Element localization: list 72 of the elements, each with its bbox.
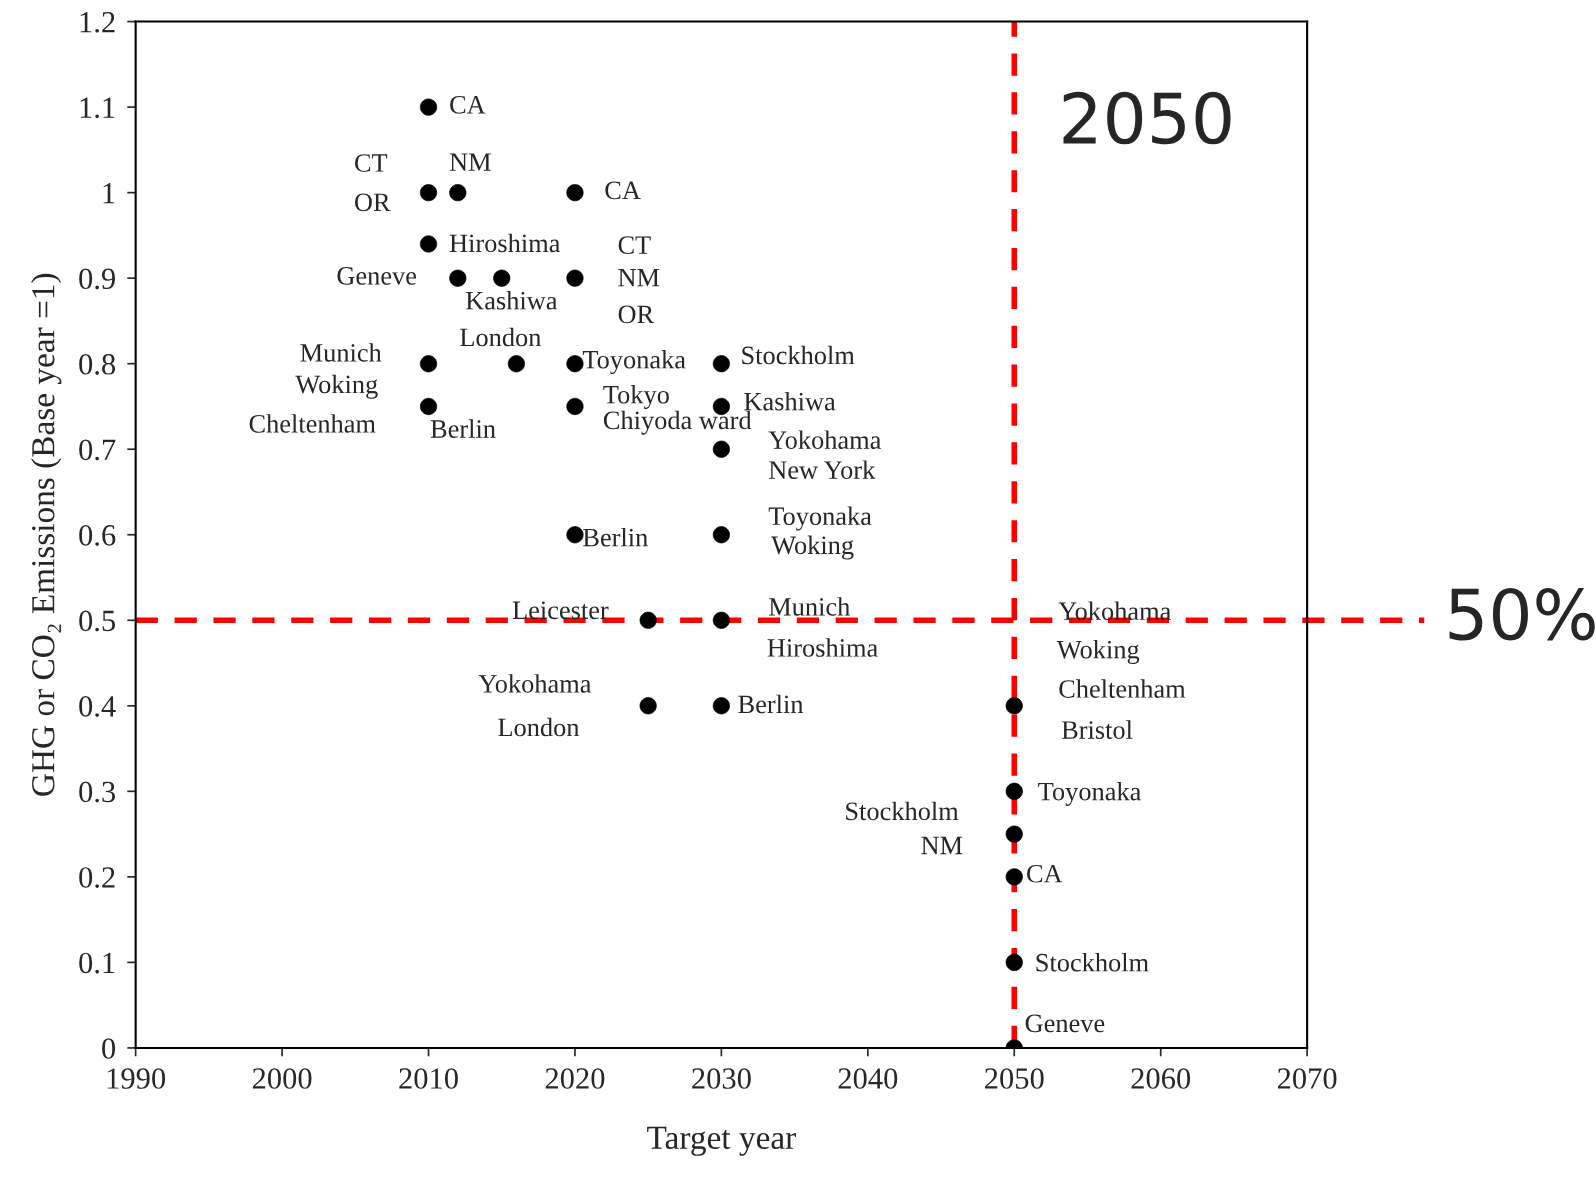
annotation: Munich: [769, 597, 850, 616]
annotation: OR: [618, 305, 655, 324]
annotation: CA: [605, 181, 641, 200]
annotation: Stockholm: [846, 801, 959, 821]
y-tick-label: 1.1: [80, 97, 115, 119]
y-tick-label: 0.2: [79, 867, 115, 888]
annotation: Leicester: [512, 601, 609, 620]
annotation: London: [498, 717, 580, 737]
x-tick-label: 2000: [252, 1068, 312, 1089]
annotation: Yokohama: [1058, 601, 1171, 621]
annotation: Woking: [295, 374, 378, 399]
annotation: Toyonaka: [1038, 781, 1141, 806]
x-tick-label: 1990: [107, 1068, 166, 1089]
ref-line-label: 50%: [1449, 587, 1595, 641]
annotation: CA: [1027, 864, 1063, 883]
y-tick-label: 0.8: [79, 353, 116, 375]
annotation: Berlin: [738, 694, 804, 714]
annotation: Tokyo: [603, 385, 669, 410]
annotation: New York: [769, 460, 876, 479]
annotation: Stockholm: [742, 345, 855, 365]
annotation: Yokohama: [478, 674, 592, 693]
annotation: Woking: [1056, 639, 1140, 664]
annotation: Woking: [771, 535, 854, 560]
annotation: Cheltenham: [1059, 679, 1186, 698]
y-tick-label: 0.9: [79, 268, 115, 290]
y-tick-label: 0: [102, 1038, 116, 1059]
annotation: Geneve: [337, 267, 416, 285]
annotation: NM: [921, 836, 963, 855]
annotation: OR: [354, 193, 391, 212]
annotation: NM: [618, 268, 660, 287]
y-tick-label: 1: [103, 183, 115, 204]
annotation: Hiroshima: [767, 638, 878, 657]
y-tick-label: 0.3: [79, 781, 116, 803]
point: [566, 269, 584, 287]
annotation: Geneve: [1025, 1014, 1105, 1033]
annotation: Chiyoda ward: [603, 410, 752, 435]
x-tick-label: 2060: [1131, 1068, 1191, 1089]
point: [639, 697, 657, 715]
y-tick-label: 0.6: [79, 525, 116, 546]
annotation: CT: [618, 236, 651, 254]
annotation: Kashiwa: [465, 291, 558, 310]
annotation: NM: [449, 153, 491, 171]
annotation: Toyonaka: [768, 506, 872, 531]
point: [566, 397, 584, 416]
y-tick-label: 1.2: [80, 11, 115, 33]
y-tick-label: 0.5: [79, 610, 116, 632]
y-tick-label: 0.1: [79, 952, 115, 974]
x-axis-title: Target year: [647, 1126, 796, 1156]
x-tick-label: 2050: [985, 1068, 1044, 1089]
annotation: Munich: [300, 343, 382, 362]
annotation: Cheltenham: [249, 414, 376, 433]
annotation: Hiroshima: [449, 233, 561, 253]
x-tick-label: 2010: [399, 1068, 458, 1089]
annotation: CT: [354, 154, 388, 172]
ref-line-label: 2050: [1063, 91, 1231, 145]
annotation: Kashiwa: [744, 391, 836, 411]
point: [712, 611, 730, 629]
annotation: Bristol: [1061, 720, 1133, 739]
annotation: Toyonaka: [582, 350, 686, 375]
annotation: Berlin: [430, 419, 496, 438]
y-tick-label: 0.4: [79, 696, 116, 717]
annotation: CA: [450, 95, 486, 114]
x-tick-label: 2040: [838, 1068, 898, 1089]
annotation: Stockholm: [1036, 953, 1149, 972]
y-axis-title: GHG or CO₂ Emissions (Base year =1): [31, 273, 62, 796]
annotation: Yokohama: [768, 430, 882, 449]
x-tick-label: 2020: [545, 1068, 605, 1089]
y-tick-label: 0.7: [79, 439, 116, 461]
annotation: London: [460, 327, 542, 347]
x-tick-label: 2070: [1277, 1068, 1337, 1089]
annotation: Berlin: [583, 527, 648, 547]
x-tick-label: 2030: [692, 1068, 751, 1089]
